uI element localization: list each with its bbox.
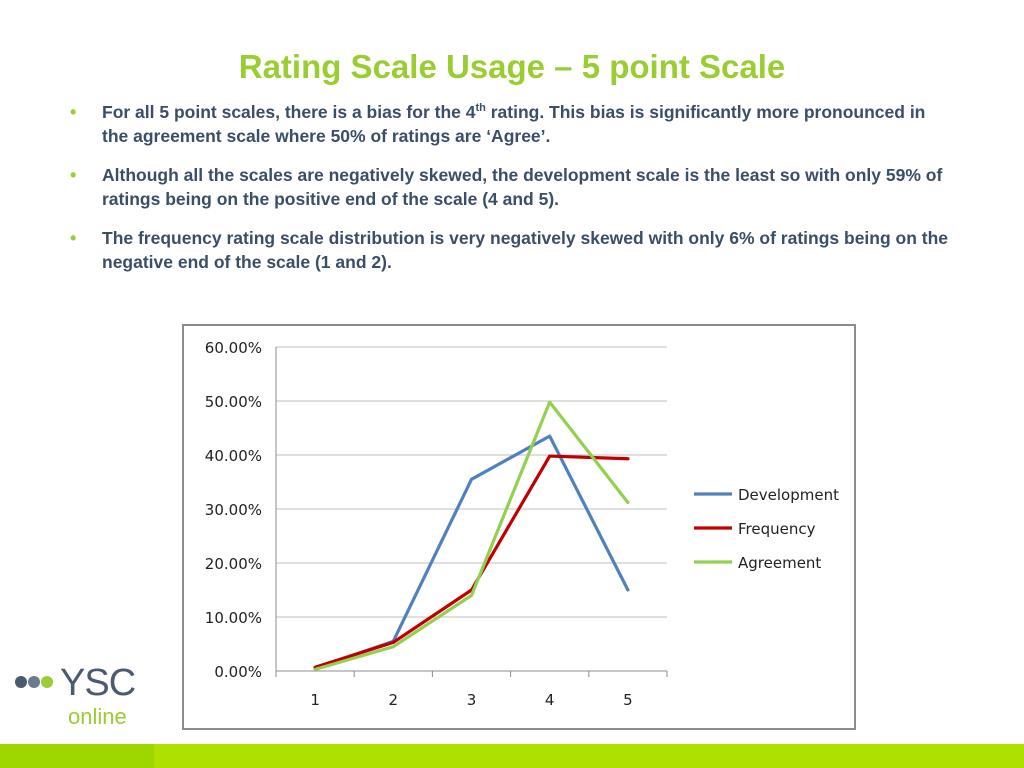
x-tick-label: 4	[545, 691, 555, 709]
line-chart: 0.00% 10.00% 20.00% 30.00% 40.00% 50.00% 60.00…	[205, 339, 839, 709]
logo-subtext: online	[68, 704, 127, 729]
bullet-text-end: rating. This bias is significantly more …	[102, 102, 926, 146]
bullet-text: Although all the scales are negatively s…	[102, 165, 943, 209]
bullet-text: The frequency rating scale distribution …	[102, 228, 949, 272]
y-tick-label: 20.00%	[205, 555, 262, 573]
legend-label: Agreement	[738, 554, 821, 572]
ysc-logo: YSC online	[14, 662, 144, 736]
bullet-superscript: th	[475, 102, 486, 115]
bullet-item: • For all 5 point scales, there is a bia…	[70, 100, 950, 148]
y-tick-label: 50.00%	[205, 393, 262, 411]
bullet-dot-icon: •	[70, 165, 77, 185]
bullet-item: • Although all the scales are negatively…	[70, 163, 950, 211]
legend-label: Development	[738, 486, 839, 504]
footer-bar-left	[0, 744, 154, 768]
logo-wordmark: YSC	[60, 662, 136, 704]
bullet-item: • The frequency rating scale distributio…	[70, 226, 950, 274]
bullet-dot-icon: •	[70, 102, 77, 122]
y-tick-label: 40.00%	[205, 447, 262, 465]
y-tick-label: 30.00%	[205, 501, 262, 519]
bullet-list: • For all 5 point scales, there is a bia…	[70, 100, 950, 289]
chart-frame: 0.00% 10.00% 20.00% 30.00% 40.00% 50.00% 60.00…	[182, 324, 856, 730]
bullet-text-start: For all 5 point scales, there is a bias …	[102, 102, 476, 122]
logo-dots-icon	[15, 676, 53, 688]
footer-bar	[0, 744, 1024, 768]
x-tick-label: 3	[467, 691, 477, 709]
y-tick-label: 10.00%	[205, 609, 262, 627]
x-tick-label: 1	[310, 691, 320, 709]
x-tick-label: 2	[389, 691, 399, 709]
bullet-dot-icon: •	[70, 228, 77, 248]
series-line-agreement	[313, 400, 630, 671]
legend-label: Frequency	[738, 520, 816, 538]
y-tick-label: 60.00%	[205, 339, 262, 357]
slide-title: Rating Scale Usage – 5 point Scale	[238, 48, 786, 85]
x-tick-label: 5	[623, 691, 633, 709]
series-line-development	[313, 434, 630, 670]
series-line-frequency	[313, 454, 630, 669]
y-tick-label: 0.00%	[214, 663, 262, 681]
